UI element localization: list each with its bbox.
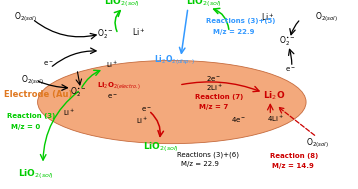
Text: 2e$^-$: 2e$^-$ xyxy=(206,74,221,83)
Text: e$^-$: e$^-$ xyxy=(141,105,152,114)
Text: LiO$_{2(sol)}$: LiO$_{2(sol)}$ xyxy=(143,140,179,154)
Text: Li$_2$O: Li$_2$O xyxy=(263,89,286,102)
Text: O$_{2}^{\bullet-}$: O$_{2}^{\bullet-}$ xyxy=(70,86,86,99)
Text: Reactions (3)+(6): Reactions (3)+(6) xyxy=(177,152,239,158)
Text: M/z = 7: M/z = 7 xyxy=(199,104,228,110)
Text: M/z = 0: M/z = 0 xyxy=(11,124,40,130)
Text: M/z = 14.9: M/z = 14.9 xyxy=(272,163,314,169)
Text: Reaction (3): Reaction (3) xyxy=(7,113,55,119)
Text: e$^-$: e$^-$ xyxy=(43,59,54,68)
Text: M/z = 22.9: M/z = 22.9 xyxy=(181,161,219,167)
Text: Li$^+$: Li$^+$ xyxy=(132,26,146,38)
Text: Li$^+$: Li$^+$ xyxy=(106,60,118,70)
Text: e$^-$: e$^-$ xyxy=(285,65,295,74)
Text: O$_{2(sol)}$: O$_{2(sol)}$ xyxy=(306,136,329,150)
Text: LiO$_{2(sol)}$: LiO$_{2(sol)}$ xyxy=(18,167,54,181)
Text: Reactions (3)+(5): Reactions (3)+(5) xyxy=(206,18,275,24)
Text: Li$^+$: Li$^+$ xyxy=(261,11,275,23)
Text: O$_{2(sol)}$: O$_{2(sol)}$ xyxy=(21,73,44,87)
Text: Li$_2$O$_{2(disp.)}$: Li$_2$O$_{2(disp.)}$ xyxy=(154,54,195,67)
Text: Li$^+$: Li$^+$ xyxy=(136,116,149,126)
Ellipse shape xyxy=(38,60,306,144)
Text: Li$^+$: Li$^+$ xyxy=(63,107,75,118)
Text: Li$_2$O$_{2(electro.)}$: Li$_2$O$_{2(electro.)}$ xyxy=(97,81,141,91)
Text: O$_{2(sol)}$: O$_{2(sol)}$ xyxy=(315,10,338,24)
Text: LiO$_{2(sol)}$: LiO$_{2(sol)}$ xyxy=(186,0,222,9)
Text: 4Li$^+$: 4Li$^+$ xyxy=(267,114,284,124)
Text: e$^-$: e$^-$ xyxy=(107,92,118,101)
Text: Electrode (Au): Electrode (Au) xyxy=(4,90,72,99)
Text: LiO$_{2(sol)}$: LiO$_{2(sol)}$ xyxy=(104,0,140,9)
Text: 4e$^-$: 4e$^-$ xyxy=(231,115,246,124)
Text: Reaction (7): Reaction (7) xyxy=(195,94,243,100)
Text: 2Li$^+$: 2Li$^+$ xyxy=(206,83,223,93)
Text: O$_{2}^{\bullet-}$: O$_{2}^{\bullet-}$ xyxy=(97,27,113,41)
Text: Reaction (8): Reaction (8) xyxy=(270,153,319,159)
Text: M/z = 22.9: M/z = 22.9 xyxy=(213,29,255,35)
Text: O$_{2(sol)}$: O$_{2(sol)}$ xyxy=(14,10,37,24)
Text: O$_{2}^{\bullet-}$: O$_{2}^{\bullet-}$ xyxy=(279,35,296,48)
